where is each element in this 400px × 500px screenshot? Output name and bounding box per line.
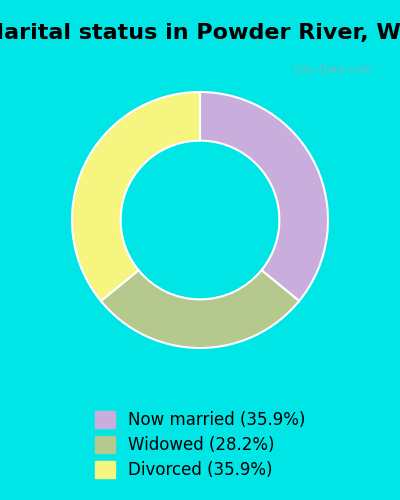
Legend: Now married (35.9%), Widowed (28.2%), Divorced (35.9%): Now married (35.9%), Widowed (28.2%), Di… <box>86 403 314 487</box>
Wedge shape <box>101 270 299 348</box>
Text: City-Data.com: City-Data.com <box>293 64 373 74</box>
Text: Marital status in Powder River, WY: Marital status in Powder River, WY <box>0 22 400 42</box>
Wedge shape <box>200 92 328 301</box>
Wedge shape <box>72 92 200 301</box>
